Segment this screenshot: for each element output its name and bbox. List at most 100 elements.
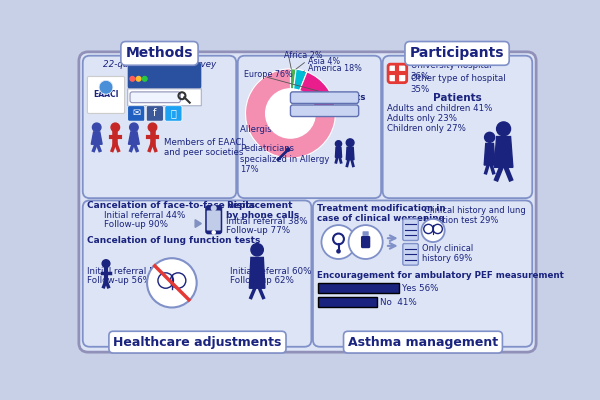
Circle shape xyxy=(102,260,110,268)
Text: Clinical history and lung
function test 29%: Clinical history and lung function test … xyxy=(424,206,526,225)
Text: Initial referral 38%: Initial referral 38% xyxy=(226,217,308,226)
Circle shape xyxy=(485,132,494,142)
Text: No  41%: No 41% xyxy=(380,298,417,306)
Text: 339 participants: 339 participants xyxy=(284,93,365,102)
Text: Cancelation of face-to-face visits: Cancelation of face-to-face visits xyxy=(86,201,255,210)
Circle shape xyxy=(99,80,113,94)
Text: EAACI: EAACI xyxy=(93,90,119,100)
Circle shape xyxy=(322,225,356,259)
FancyBboxPatch shape xyxy=(130,92,181,103)
Circle shape xyxy=(266,89,315,138)
Polygon shape xyxy=(250,258,265,288)
Text: Yes 56%: Yes 56% xyxy=(402,284,438,293)
Text: Adults and children 41%: Adults and children 41% xyxy=(388,104,493,112)
FancyBboxPatch shape xyxy=(290,92,359,104)
Text: Methods: Methods xyxy=(126,46,193,60)
Circle shape xyxy=(212,231,215,234)
Circle shape xyxy=(148,123,157,132)
FancyBboxPatch shape xyxy=(165,106,182,121)
FancyBboxPatch shape xyxy=(83,56,236,198)
Text: Europe 76%: Europe 76% xyxy=(244,70,293,80)
Text: f: f xyxy=(153,108,157,118)
Circle shape xyxy=(130,76,134,81)
FancyBboxPatch shape xyxy=(388,64,407,83)
Text: 🐦: 🐦 xyxy=(170,108,176,118)
Circle shape xyxy=(111,123,119,132)
Circle shape xyxy=(349,225,383,259)
Circle shape xyxy=(346,139,354,146)
FancyBboxPatch shape xyxy=(361,236,370,248)
Text: Follow-up 90%: Follow-up 90% xyxy=(104,220,169,229)
FancyBboxPatch shape xyxy=(383,56,532,198)
Polygon shape xyxy=(128,132,139,144)
Circle shape xyxy=(421,219,445,242)
Polygon shape xyxy=(91,132,102,144)
FancyBboxPatch shape xyxy=(403,244,418,265)
Text: Pediatricians
specialized in Allergy
17%: Pediatricians specialized in Allergy 17% xyxy=(240,144,329,174)
Text: Patients: Patients xyxy=(433,93,481,103)
FancyBboxPatch shape xyxy=(238,56,381,198)
Text: Follow-up 56%: Follow-up 56% xyxy=(86,276,151,285)
Text: Initial referral 60%: Initial referral 60% xyxy=(230,267,311,276)
Text: America 18%: America 18% xyxy=(308,64,361,73)
Wedge shape xyxy=(245,69,335,158)
FancyBboxPatch shape xyxy=(319,283,398,293)
Polygon shape xyxy=(484,144,495,165)
Text: Initial referral 56%: Initial referral 56% xyxy=(86,267,168,276)
FancyBboxPatch shape xyxy=(403,219,418,240)
FancyBboxPatch shape xyxy=(313,200,532,347)
FancyBboxPatch shape xyxy=(83,200,311,347)
Polygon shape xyxy=(335,148,341,157)
FancyBboxPatch shape xyxy=(128,63,202,89)
Text: Adults only 23%: Adults only 23% xyxy=(388,114,457,122)
Text: Follow-up 77%: Follow-up 77% xyxy=(226,226,290,235)
Circle shape xyxy=(286,147,290,152)
Text: Encouragement for ambulatory PEF measurement: Encouragement for ambulatory PEF measure… xyxy=(317,272,563,280)
Text: Allergists 60%: Allergists 60% xyxy=(240,125,302,134)
Polygon shape xyxy=(195,220,202,228)
Circle shape xyxy=(497,122,511,136)
Text: Africa 2%: Africa 2% xyxy=(284,51,323,60)
Circle shape xyxy=(142,76,147,81)
Circle shape xyxy=(136,76,141,81)
FancyBboxPatch shape xyxy=(146,106,163,121)
Text: Children only 27%: Children only 27% xyxy=(388,124,466,132)
Wedge shape xyxy=(290,69,307,114)
Wedge shape xyxy=(290,72,335,114)
Text: Members of EAACI
and peer societies: Members of EAACI and peer societies xyxy=(164,138,244,157)
Text: Asthma management: Asthma management xyxy=(348,336,498,349)
FancyBboxPatch shape xyxy=(362,231,369,236)
Text: Participants: Participants xyxy=(410,46,505,60)
FancyBboxPatch shape xyxy=(319,297,377,307)
Text: Only clinical
history 69%: Only clinical history 69% xyxy=(422,244,473,263)
Polygon shape xyxy=(346,147,354,160)
Circle shape xyxy=(211,206,216,210)
Text: 22-question online survey: 22-question online survey xyxy=(103,60,216,70)
FancyBboxPatch shape xyxy=(205,205,222,234)
Circle shape xyxy=(130,123,138,132)
Text: 52 countries: 52 countries xyxy=(293,106,355,115)
Text: Follow-up 62%: Follow-up 62% xyxy=(230,276,294,285)
Text: Treatment modification in
case of clinical worsening: Treatment modification in case of clinic… xyxy=(317,204,445,223)
Text: Other type of hospital
35%: Other type of hospital 35% xyxy=(410,74,505,94)
Text: Healthcare adjustments: Healthcare adjustments xyxy=(113,336,281,349)
Polygon shape xyxy=(494,136,513,167)
Text: Replacement
by phone calls: Replacement by phone calls xyxy=(226,201,299,220)
Wedge shape xyxy=(290,69,296,114)
Text: ✉: ✉ xyxy=(132,108,140,118)
Circle shape xyxy=(92,123,101,132)
FancyBboxPatch shape xyxy=(128,89,202,106)
Text: University hospital
36%: University hospital 36% xyxy=(410,61,491,81)
Circle shape xyxy=(147,258,197,308)
FancyBboxPatch shape xyxy=(128,106,145,121)
Circle shape xyxy=(335,141,341,147)
FancyBboxPatch shape xyxy=(290,105,359,116)
FancyBboxPatch shape xyxy=(207,210,221,230)
Circle shape xyxy=(336,249,341,254)
Circle shape xyxy=(251,244,263,256)
Text: Initial referral 44%: Initial referral 44% xyxy=(104,210,186,220)
Text: Asia 4%: Asia 4% xyxy=(308,56,340,66)
FancyBboxPatch shape xyxy=(88,76,125,114)
FancyBboxPatch shape xyxy=(79,52,536,352)
Text: Cancelation of lung function tests: Cancelation of lung function tests xyxy=(86,236,260,245)
